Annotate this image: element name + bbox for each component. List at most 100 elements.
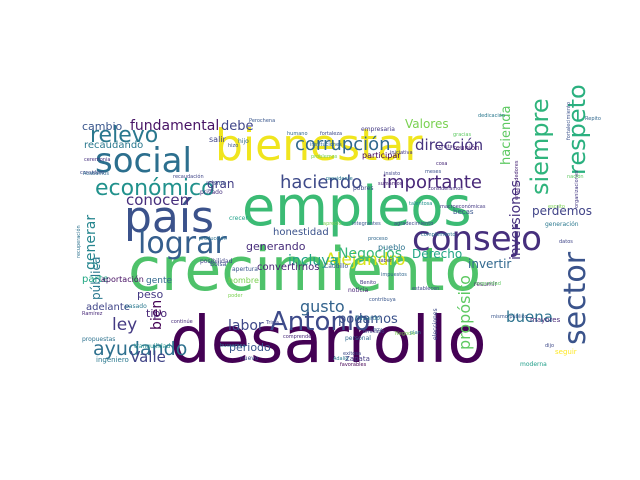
cloud-word: gran bbox=[207, 177, 235, 191]
cloud-word: insisto bbox=[384, 171, 400, 177]
cloud-word: generar bbox=[83, 215, 99, 270]
cloud-word: buscamos bbox=[220, 343, 246, 349]
cloud-word: tranquilidad bbox=[134, 343, 170, 350]
cloud-word: importante bbox=[382, 172, 482, 193]
cloud-word: mayores bbox=[530, 316, 561, 324]
cloud-word: instituciones bbox=[310, 142, 342, 148]
cloud-word: humano bbox=[287, 131, 308, 137]
cloud-word: exitosa bbox=[343, 351, 361, 357]
cloud-word: bienestar bbox=[215, 120, 423, 171]
cloud-word: consta bbox=[436, 144, 453, 150]
cloud-word: relevo bbox=[90, 123, 158, 148]
cloud-word: macroeconómicas bbox=[440, 203, 486, 210]
cloud-word: tipo bbox=[146, 307, 167, 320]
cloud-word: haciendo bbox=[280, 172, 362, 193]
cloud-word: pueblo bbox=[378, 243, 405, 252]
cloud-word: honestidad bbox=[273, 227, 329, 238]
cloud-word: problemas bbox=[311, 154, 338, 160]
cloud-word: escrito bbox=[548, 204, 565, 210]
cloud-word: bien bbox=[149, 300, 165, 330]
cloud-word: datos bbox=[559, 239, 573, 245]
cloud-word: integrantes bbox=[352, 221, 381, 227]
cloud-word: económico bbox=[95, 176, 215, 201]
cloud-word: lograr bbox=[138, 226, 227, 261]
cloud-word: Repito bbox=[585, 116, 601, 122]
cloud-word: ingeniero bbox=[96, 356, 129, 364]
cloud-word: hombre bbox=[228, 276, 259, 285]
cloud-word: inversiones bbox=[508, 180, 524, 260]
cloud-word: posibilidad bbox=[200, 258, 233, 265]
cloud-word: parte bbox=[82, 274, 109, 285]
cloud-word: debe bbox=[221, 119, 254, 134]
cloud-word: impuestos bbox=[381, 272, 407, 278]
cloud-word: buena bbox=[506, 308, 553, 326]
cloud-word: Tricia bbox=[265, 320, 279, 326]
cloud-word: empleos bbox=[242, 175, 472, 238]
cloud-word: Benito bbox=[360, 280, 376, 286]
cloud-word: crecer bbox=[229, 215, 248, 222]
cloud-word: hizo bbox=[228, 143, 238, 149]
cloud-word: labor bbox=[228, 318, 264, 334]
cloud-word: generando bbox=[246, 240, 306, 253]
cloud-word: mismo público bbox=[491, 313, 528, 320]
cloud-word: gusto bbox=[300, 297, 345, 316]
cloud-word: sumamos bbox=[378, 181, 403, 187]
cloud-word: siempre bbox=[526, 98, 554, 195]
cloud-word: desarrollo bbox=[170, 304, 487, 378]
cloud-word: plan bbox=[410, 330, 421, 336]
cloud-word: respeto bbox=[563, 84, 591, 175]
cloud-word: organizaciones bbox=[574, 170, 580, 208]
cloud-word: gente bbox=[146, 276, 172, 286]
cloud-word: resumir bbox=[474, 281, 497, 288]
cloud-word: seguir bbox=[555, 348, 577, 356]
cloud-word: ceremonia bbox=[84, 157, 110, 163]
cloud-word: proceso bbox=[368, 236, 388, 242]
cloud-word: consejo bbox=[412, 219, 542, 259]
cloud-word: comprende bbox=[283, 334, 311, 340]
cloud-word: hoy bbox=[373, 327, 382, 333]
cloud-word: Valle bbox=[130, 348, 166, 366]
cloud-word: becas bbox=[453, 208, 474, 216]
cloud-word: favorables bbox=[340, 362, 367, 368]
cloud-word: pasado bbox=[125, 303, 147, 310]
cloud-word: convertirnos bbox=[257, 262, 319, 273]
cloud-word: agradecimiento bbox=[394, 221, 433, 227]
cloud-word: aprecio bbox=[323, 221, 341, 227]
cloud-word: Eduardo bbox=[355, 315, 380, 322]
cloud-word: corrupción bbox=[295, 134, 391, 155]
cloud-word: elecciones bbox=[432, 308, 439, 340]
cloud-word: propuestas bbox=[82, 336, 115, 343]
cloud-word: dedicación bbox=[478, 112, 505, 119]
cloud-word: propósito bbox=[455, 275, 474, 350]
cloud-word: saber bbox=[378, 258, 393, 264]
cloud-word: dijo bbox=[545, 343, 554, 349]
cloud-word: hacienda bbox=[499, 106, 514, 165]
cloud-word: Negocios bbox=[338, 246, 402, 262]
cloud-word: seguridad bbox=[476, 281, 501, 287]
cloud-word: personal bbox=[345, 335, 371, 342]
cloud-word: establecen bbox=[412, 286, 439, 292]
cloud-word: nación bbox=[567, 173, 584, 180]
cloud-word: recaudando bbox=[84, 140, 143, 151]
cloud-word: Negocio bbox=[395, 331, 415, 337]
cloud-word: Perochena bbox=[249, 118, 275, 124]
cloud-word: fortaleza bbox=[320, 131, 342, 137]
cloud-word: consideramos bbox=[428, 186, 463, 192]
cloud-word: cosa bbox=[436, 161, 447, 167]
cloud-word: mismo bbox=[206, 180, 226, 187]
cloud-word: recuperación bbox=[75, 225, 82, 258]
cloud-word: Valores bbox=[405, 117, 449, 131]
cloud-word: apertura bbox=[232, 266, 258, 273]
cloud-word: reunión bbox=[453, 144, 480, 152]
cloud-word: noticia bbox=[348, 287, 368, 294]
cloud-word: participar bbox=[362, 151, 401, 160]
cloud-word: social bbox=[95, 141, 192, 181]
cloud-word: conocen bbox=[126, 191, 189, 209]
cloud-word: producción bbox=[199, 235, 227, 242]
cloud-word: continúe bbox=[171, 318, 193, 325]
cloud-word: generación bbox=[545, 221, 579, 228]
cloud-word: pública bbox=[89, 257, 103, 300]
cloud-word: privado bbox=[200, 189, 223, 196]
cloud-word: iniciativa bbox=[390, 150, 413, 156]
